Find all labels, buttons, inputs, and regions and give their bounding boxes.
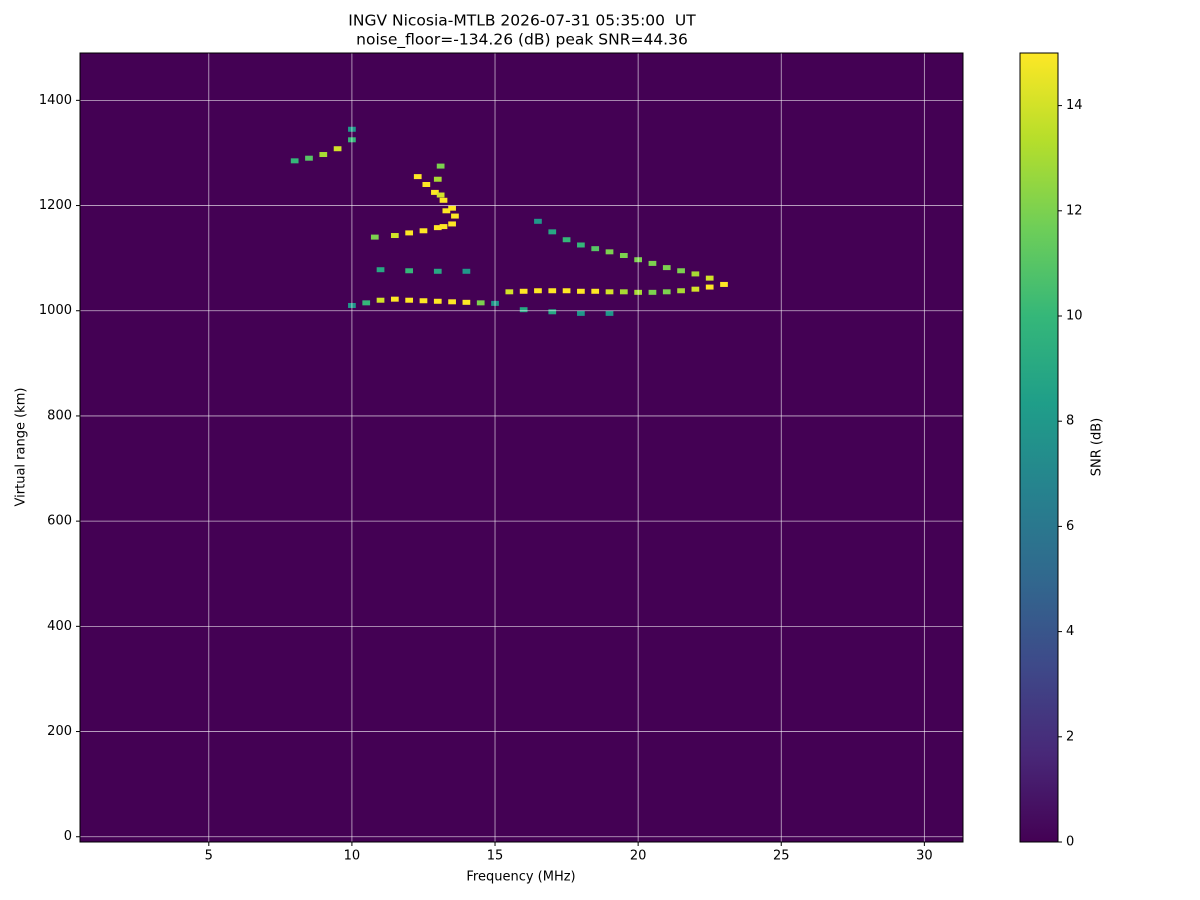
colorbar-tick-label: 2 bbox=[1066, 729, 1074, 744]
echo-cell bbox=[619, 253, 628, 259]
echo-cell bbox=[462, 299, 471, 305]
echo-cell bbox=[433, 176, 442, 182]
echo-cell bbox=[422, 182, 431, 187]
echo-cell bbox=[577, 242, 585, 248]
echo-cell bbox=[290, 158, 299, 164]
echo-cell bbox=[648, 289, 657, 295]
echo-cell bbox=[419, 298, 428, 304]
chart-subtitle: noise_floor=-134.26 (dB) peak SNR=44.36 bbox=[356, 31, 688, 50]
echo-cell bbox=[619, 289, 628, 295]
echo-cell bbox=[591, 288, 600, 294]
y-tick-label: 400 bbox=[47, 619, 72, 634]
y-tick-label: 600 bbox=[47, 514, 72, 529]
echo-cell bbox=[562, 288, 571, 294]
echo-cell bbox=[519, 288, 528, 294]
colorbar bbox=[1019, 52, 1059, 843]
echo-cell bbox=[662, 289, 671, 295]
echo-cell bbox=[333, 146, 342, 152]
echo-cell bbox=[534, 288, 542, 294]
echo-cell bbox=[448, 205, 456, 211]
echo-cell bbox=[476, 300, 485, 306]
echo-cell bbox=[405, 268, 414, 274]
echo-cell bbox=[691, 286, 700, 292]
y-tick-label: 800 bbox=[47, 408, 72, 423]
colorbar-tick-label: 6 bbox=[1066, 519, 1074, 534]
y-axis-label: Virtual range (km) bbox=[14, 388, 29, 507]
echo-cell bbox=[462, 268, 471, 274]
colorbar-tick-label: 12 bbox=[1066, 203, 1083, 218]
echo-cell bbox=[562, 237, 571, 243]
x-tick-label: 10 bbox=[344, 849, 361, 864]
colorbar-tick-label: 14 bbox=[1066, 98, 1083, 113]
echo-cell bbox=[370, 234, 379, 240]
echo-cell bbox=[548, 229, 557, 235]
colorbar-tick-label: 4 bbox=[1066, 624, 1074, 639]
echo-cell bbox=[433, 298, 442, 304]
echo-cell bbox=[436, 192, 445, 198]
echo-cell bbox=[433, 225, 442, 231]
echo-cell bbox=[705, 275, 714, 281]
echo-cell bbox=[436, 163, 445, 169]
x-tick-label: 30 bbox=[916, 849, 933, 864]
echo-cell bbox=[591, 246, 600, 252]
echo-cell bbox=[390, 296, 399, 302]
echo-cell bbox=[319, 152, 328, 158]
echo-cell bbox=[433, 268, 442, 274]
echo-cell bbox=[720, 281, 728, 287]
echo-cell bbox=[548, 309, 557, 315]
colorbar-tick-label: 8 bbox=[1066, 414, 1074, 429]
echo-cell bbox=[431, 189, 439, 195]
echo-cell bbox=[305, 155, 313, 161]
echo-cell bbox=[677, 288, 685, 294]
colorbar-tick-label: 0 bbox=[1066, 835, 1074, 850]
echo-cell bbox=[605, 289, 614, 295]
echo-cell bbox=[439, 197, 448, 203]
x-tick-label: 5 bbox=[205, 849, 213, 864]
echo-cell bbox=[451, 213, 459, 219]
echo-cell bbox=[548, 288, 557, 294]
echo-cell bbox=[705, 284, 714, 290]
echo-cell bbox=[419, 228, 428, 234]
echo-cell bbox=[577, 310, 585, 316]
echo-cell bbox=[362, 300, 371, 306]
y-tick-label: 1200 bbox=[39, 198, 72, 213]
x-tick-label: 25 bbox=[773, 849, 790, 864]
colorbar-label: SNR (dB) bbox=[1090, 418, 1105, 476]
echo-cell bbox=[442, 208, 451, 214]
echo-cell bbox=[648, 260, 657, 266]
echo-cell bbox=[691, 271, 700, 277]
echo-cell bbox=[505, 289, 514, 295]
y-tick-label: 200 bbox=[47, 724, 72, 739]
echo-cell bbox=[448, 221, 456, 227]
echo-cell bbox=[376, 267, 385, 273]
echo-cell bbox=[577, 288, 585, 294]
echo-cell bbox=[448, 299, 456, 305]
echo-cell bbox=[662, 265, 671, 271]
echo-cell bbox=[405, 297, 414, 303]
x-tick-label: 15 bbox=[487, 849, 504, 864]
chart-title: INGV Nicosia-MTLB 2026-07-31 05:35:00 UT bbox=[348, 12, 696, 30]
echo-cell bbox=[413, 174, 422, 180]
echo-cell bbox=[439, 224, 448, 230]
y-tick-label: 1400 bbox=[39, 93, 72, 108]
echo-cell bbox=[405, 230, 414, 236]
echo-cell bbox=[677, 268, 685, 274]
echo-cell bbox=[605, 310, 614, 316]
echo-cell bbox=[519, 307, 528, 313]
plot-background bbox=[80, 53, 963, 842]
echo-cell bbox=[534, 218, 542, 224]
echo-cell bbox=[376, 297, 385, 303]
x-axis-label: Frequency (MHz) bbox=[466, 870, 575, 885]
colorbar-tick-label: 10 bbox=[1066, 309, 1083, 324]
y-tick-label: 0 bbox=[64, 829, 72, 844]
x-tick-label: 20 bbox=[630, 849, 647, 864]
echo-cell bbox=[605, 249, 614, 255]
echo-cell bbox=[390, 233, 399, 239]
y-tick-label: 1000 bbox=[39, 303, 72, 318]
plot-frame bbox=[79, 52, 964, 843]
